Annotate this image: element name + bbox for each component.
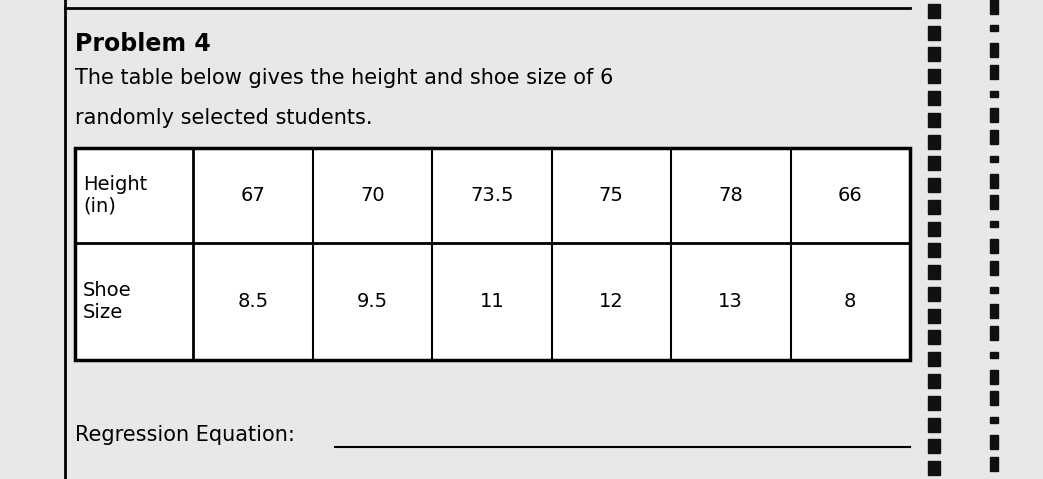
Bar [928, 200, 940, 214]
Bar [990, 0, 998, 13]
Bar [990, 286, 998, 293]
Text: 8.5: 8.5 [237, 292, 268, 311]
Bar [928, 308, 940, 323]
Text: 75: 75 [599, 186, 624, 205]
Text: Regression Equation:: Regression Equation: [75, 425, 295, 445]
Bar [928, 26, 940, 40]
Text: Shoe
Size: Shoe Size [83, 281, 131, 322]
Bar [990, 174, 998, 188]
Bar [990, 435, 998, 449]
Text: Problem 4: Problem 4 [75, 32, 211, 56]
Bar [928, 265, 940, 279]
Bar [990, 261, 998, 275]
Bar [990, 156, 998, 162]
Bar [928, 461, 940, 475]
Bar [990, 239, 998, 253]
Bar [990, 130, 998, 144]
Bar [990, 65, 998, 79]
Bar [990, 417, 998, 423]
Bar [928, 439, 940, 453]
Bar [928, 287, 940, 301]
Bar [990, 43, 998, 57]
Bar [75, 148, 909, 360]
Bar [928, 331, 940, 344]
Bar [990, 25, 998, 31]
Text: 9.5: 9.5 [357, 292, 388, 311]
Bar [928, 135, 940, 148]
Bar [990, 108, 998, 123]
Bar [990, 91, 998, 97]
Text: The table below gives the height and shoe size of 6: The table below gives the height and sho… [75, 68, 613, 88]
Text: Height
(in): Height (in) [83, 175, 147, 216]
Bar [928, 113, 940, 127]
Bar [928, 4, 940, 18]
Bar [928, 47, 940, 61]
Bar [990, 326, 998, 340]
Bar [990, 457, 998, 471]
Bar [990, 304, 998, 319]
Bar [990, 370, 998, 384]
Text: 70: 70 [360, 186, 385, 205]
Text: 73.5: 73.5 [470, 186, 513, 205]
Bar [928, 156, 940, 171]
Bar [928, 178, 940, 192]
Bar [928, 374, 940, 388]
Bar [990, 221, 998, 227]
Text: 11: 11 [480, 292, 504, 311]
Text: 78: 78 [719, 186, 743, 205]
Text: 13: 13 [719, 292, 743, 311]
Bar [990, 195, 998, 209]
Bar [990, 352, 998, 358]
Bar [928, 396, 940, 410]
Text: 66: 66 [838, 186, 863, 205]
Bar [928, 69, 940, 83]
Bar [928, 352, 940, 366]
Bar [928, 91, 940, 105]
Text: 8: 8 [844, 292, 856, 311]
Bar [928, 418, 940, 432]
Text: 12: 12 [599, 292, 624, 311]
Text: randomly selected students.: randomly selected students. [75, 108, 372, 128]
Bar [928, 222, 940, 236]
Bar [928, 243, 940, 257]
Text: 67: 67 [240, 186, 265, 205]
Bar [990, 391, 998, 405]
